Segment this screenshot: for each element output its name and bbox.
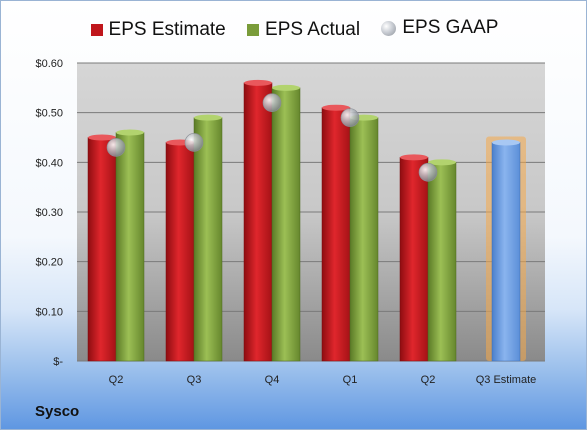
x-tick-label: Q4: [265, 374, 280, 386]
x-tick-label: Q3: [187, 374, 202, 386]
bar-top: [428, 159, 456, 166]
bar-top: [492, 139, 520, 146]
y-axis: $- $0.10 $0.20 $0.30 $0.40 $0.50 $0.60: [35, 58, 63, 368]
x-tick-label: Q3 Estimate: [476, 374, 537, 386]
point-eps-gaap: [262, 93, 282, 113]
x-tick-label: Q1: [343, 374, 358, 386]
legend-swatch-eps-estimate: [90, 23, 103, 36]
legend-label-eps-gaap: EPS GAAP: [402, 17, 499, 38]
bar-top: [88, 134, 116, 141]
bar-top: [116, 129, 144, 136]
bar-eps-actual: [193, 117, 223, 362]
bar-eps-estimate: [87, 137, 117, 362]
y-tick-label: $0.20: [35, 257, 63, 269]
bar-eps-estimate: [399, 157, 429, 362]
y-tick-label: $0.40: [35, 157, 63, 169]
legend-item-eps-actual: EPS Actual: [247, 19, 360, 41]
y-tick-label: $-: [53, 356, 63, 368]
bar-eps-actual: [349, 117, 379, 362]
point-eps-gaap: [106, 138, 126, 157]
y-tick-label: $0.50: [35, 108, 63, 120]
legend-label-eps-estimate: EPS Estimate: [108, 18, 226, 40]
bar-eps-actual: [271, 87, 301, 362]
legend-label-eps-actual: EPS Actual: [265, 18, 361, 40]
bar-top: [322, 104, 350, 111]
legend-swatch-eps-gaap: [381, 20, 397, 36]
point-eps-gaap: [340, 108, 360, 127]
legend: EPS Estimate EPS Actual EPS GAAP: [1, 17, 587, 42]
bar-eps-estimate: [243, 82, 273, 362]
y-tick-label: $0.60: [35, 58, 63, 70]
point-eps-gaap: [184, 133, 204, 152]
bar-eps-estimate: [321, 107, 351, 362]
point-eps-gaap: [418, 162, 438, 182]
bar-layer: [87, 79, 526, 362]
legend-item-eps-estimate: EPS Estimate: [90, 18, 226, 41]
grid-layer: [77, 62, 545, 362]
bar-eps-actual: [427, 162, 457, 362]
x-tick-label: Q2: [421, 374, 436, 386]
legend-item-eps-gaap: EPS GAAP: [381, 17, 498, 39]
y-tick-label: $0.30: [35, 207, 63, 219]
bar-top: [244, 79, 272, 86]
bar-top: [400, 154, 428, 161]
bar-top: [194, 114, 222, 121]
company-name: Sysco: [35, 403, 80, 420]
bar-eps-estimate-projection: [491, 142, 521, 362]
legend-swatch-eps-actual: [247, 23, 260, 36]
y-tick-label: $0.10: [35, 306, 63, 318]
bar-eps-actual: [115, 132, 145, 362]
x-axis: Q2 Q3 Q4 Q1 Q2 Q3 Estimate: [109, 374, 537, 386]
gaap-layer: [106, 93, 438, 182]
bar-top: [272, 84, 300, 91]
bar-eps-estimate: [165, 142, 195, 362]
x-tick-label: Q2: [109, 374, 124, 386]
